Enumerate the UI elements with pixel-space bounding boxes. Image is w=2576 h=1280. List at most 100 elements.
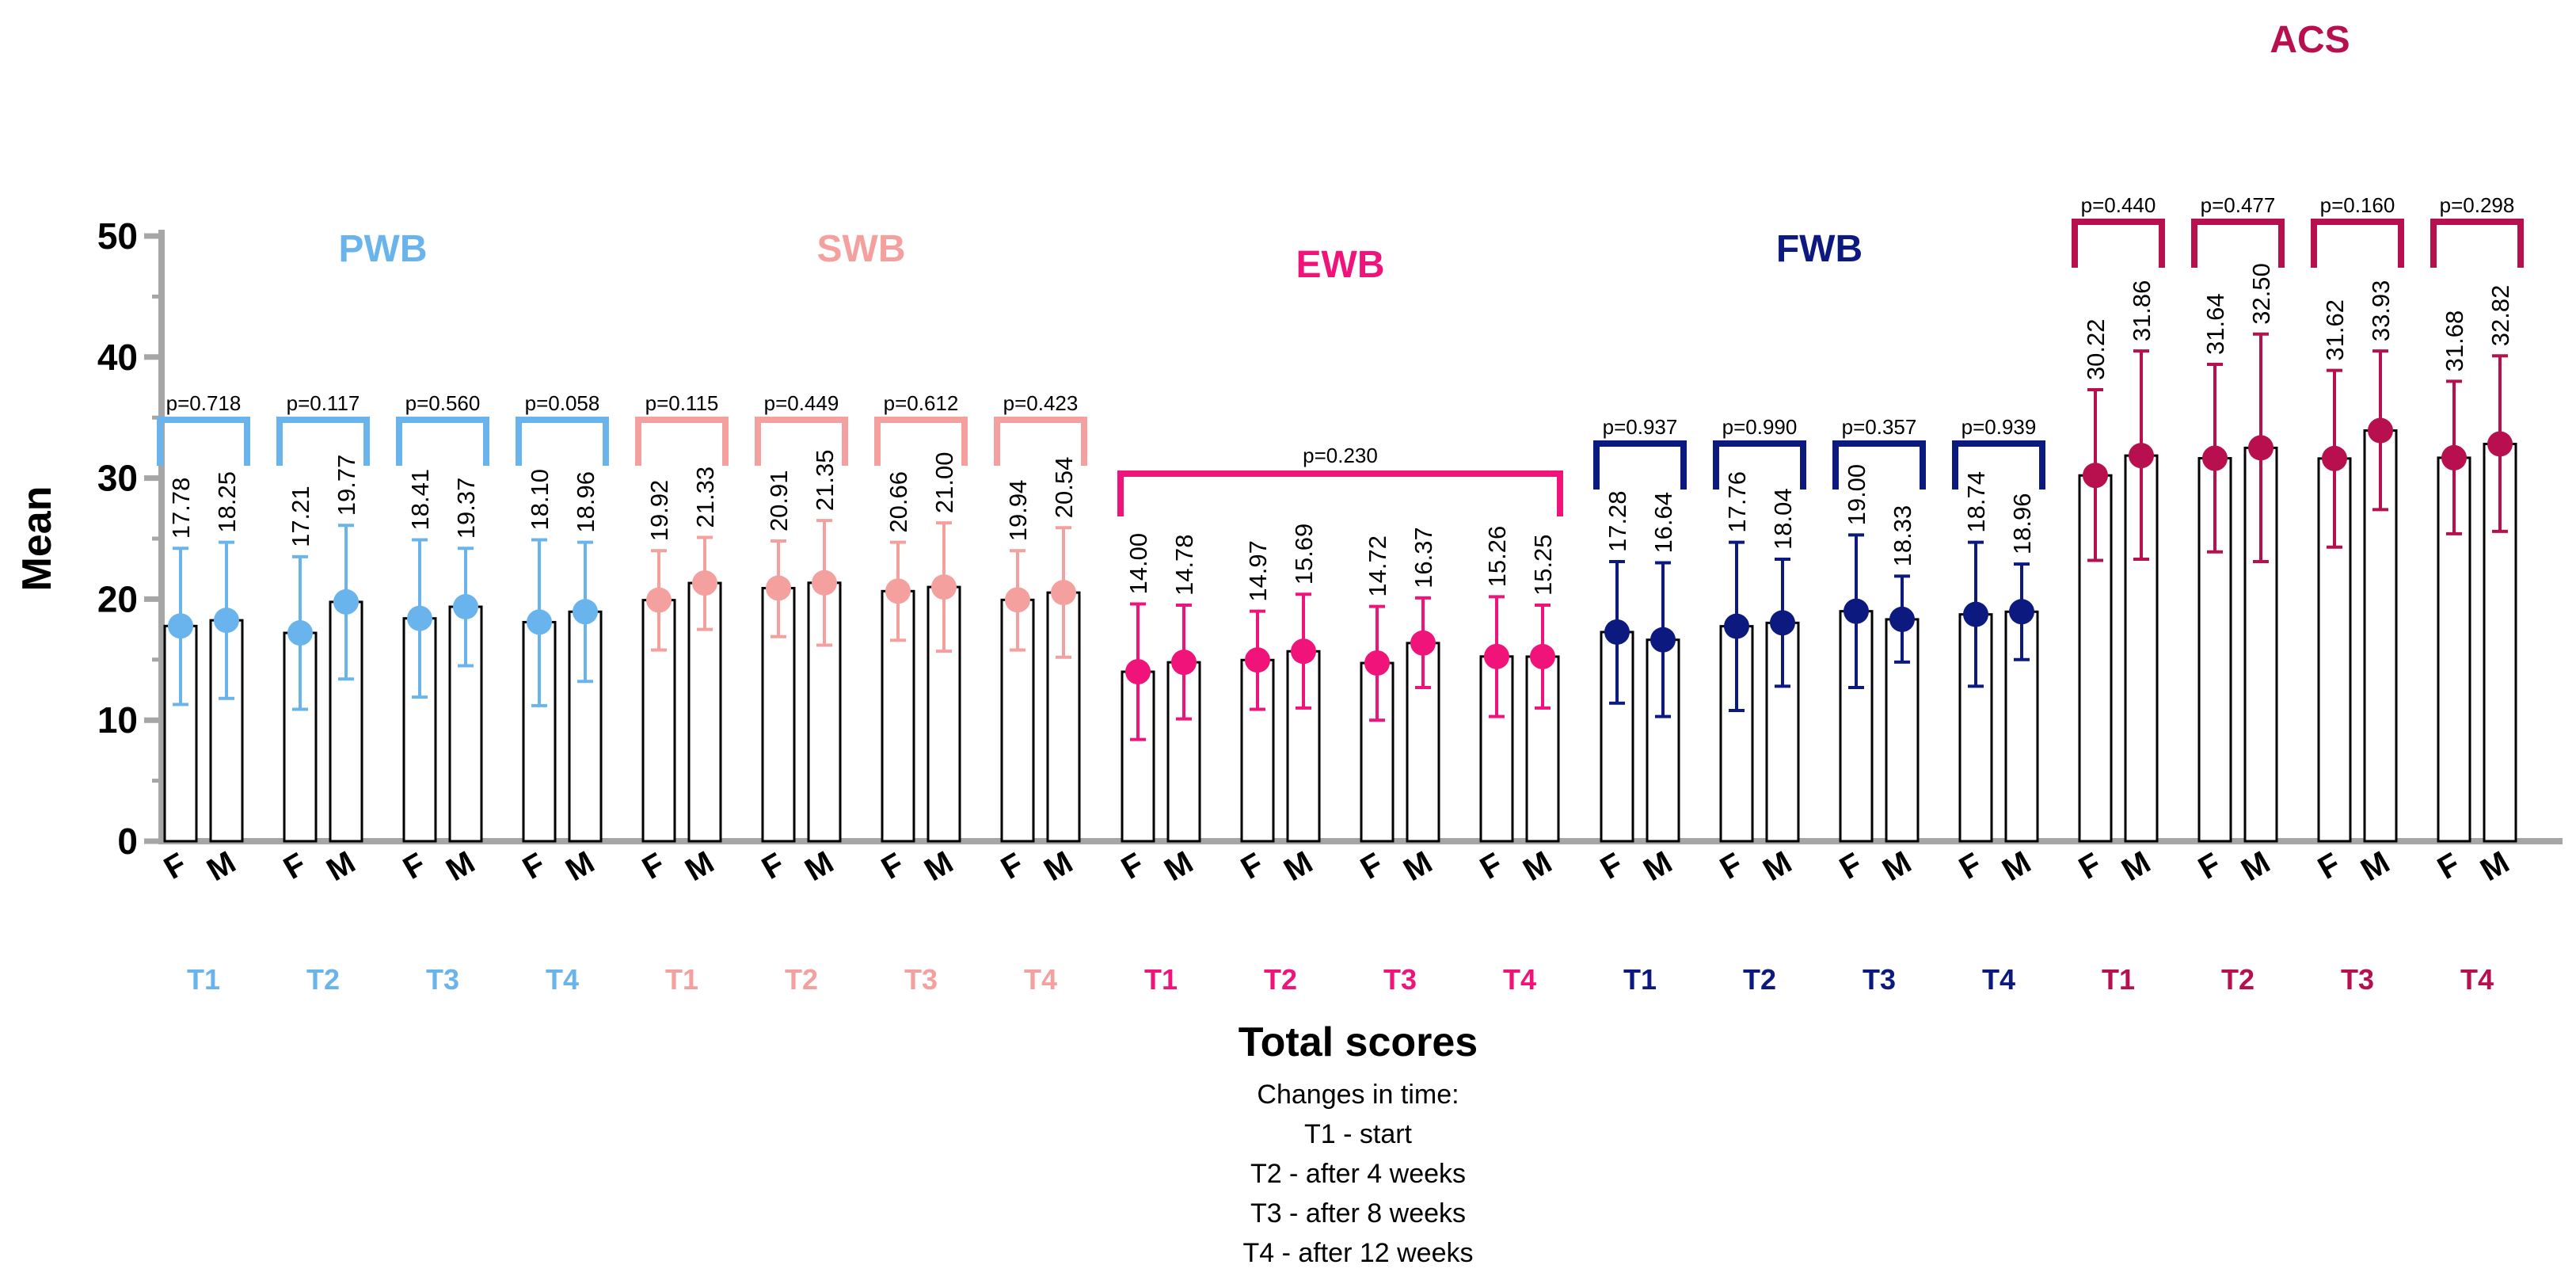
- value-label-SWB-T3-F: 20.66: [885, 471, 912, 533]
- sex-label-F: F: [637, 847, 671, 886]
- point-ACS-T1-F: [2083, 463, 2108, 489]
- sex-label-F: F: [1714, 847, 1748, 886]
- sex-label-M: M: [1038, 844, 1079, 888]
- x-note-line: T2 - after 4 weeks: [1250, 1159, 1466, 1189]
- point-ACS-T3-F: [2322, 445, 2347, 471]
- bracket-SWB-T4: [994, 417, 1087, 466]
- point-ACS-T2-F: [2202, 445, 2228, 471]
- bracket-PWB-T3: [396, 417, 489, 466]
- bracket-PWB-T2: [276, 417, 370, 466]
- point-FWB-T2-M: [1770, 610, 1795, 636]
- sex-label-M: M: [440, 844, 481, 888]
- p-value-SWB-T1: p=0.115: [645, 391, 719, 415]
- time-label-FWB-T1: T1: [1623, 963, 1657, 996]
- point-SWB-T4-M: [1051, 580, 1076, 606]
- point-SWB-T4-F: [1005, 587, 1030, 613]
- value-label-FWB-T1-M: 16.64: [1649, 492, 1677, 554]
- time-label-FWB-T4: T4: [1982, 963, 2015, 996]
- value-label-EWB-T4-M: 15.25: [1529, 534, 1557, 596]
- value-label-FWB-T2-M: 18.04: [1769, 488, 1797, 550]
- sex-label-M: M: [201, 844, 242, 888]
- value-label-PWB-T3-F: 18.41: [406, 469, 434, 531]
- point-ACS-T4-M: [2487, 431, 2513, 457]
- sex-label-M: M: [1398, 844, 1438, 888]
- value-label-PWB-T3-M: 19.37: [452, 478, 480, 539]
- value-label-SWB-T2-M: 21.35: [811, 450, 839, 512]
- point-SWB-T1-M: [692, 570, 717, 596]
- sex-label-F: F: [1595, 847, 1629, 886]
- bracket-PWB-T4: [516, 417, 609, 466]
- x-note-line: Changes in time:: [1257, 1080, 1459, 1110]
- time-label-ACS-T4: T4: [2460, 963, 2494, 996]
- sex-label-M: M: [2355, 844, 2395, 888]
- time-label-PWB-T1: T1: [187, 963, 220, 996]
- sex-label-M: M: [1638, 844, 1678, 888]
- x-axis-title: Total scores: [1239, 1019, 1478, 1065]
- value-label-PWB-T2-F: 17.21: [287, 486, 314, 547]
- sex-label-F: F: [1954, 847, 1988, 886]
- bracket-ACS-T4: [2430, 219, 2524, 268]
- sex-label-M: M: [1996, 844, 2037, 888]
- value-label-EWB-T3-M: 16.37: [1410, 527, 1437, 589]
- group-label-EWB: EWB: [1296, 244, 1385, 286]
- time-label-PWB-T4: T4: [546, 963, 579, 996]
- sex-label-F: F: [1235, 847, 1269, 886]
- sex-label-F: F: [2073, 847, 2107, 886]
- value-label-ACS-T3-M: 33.93: [2367, 280, 2395, 342]
- point-EWB-T1-M: [1171, 650, 1197, 676]
- value-label-FWB-T4-F: 18.74: [1962, 471, 1990, 533]
- time-label-SWB-T2: T2: [785, 963, 818, 996]
- y-tick-label: 0: [117, 821, 138, 862]
- value-label-PWB-T1-M: 18.25: [213, 471, 241, 533]
- sex-label-F: F: [1834, 847, 1868, 886]
- point-SWB-T1-F: [646, 587, 672, 613]
- value-label-PWB-T1-F: 17.78: [167, 478, 195, 539]
- point-EWB-T4-M: [1530, 643, 1555, 669]
- p-value-SWB-T3: p=0.612: [884, 391, 959, 415]
- time-label-SWB-T3: T3: [904, 963, 938, 996]
- sex-label-M: M: [2475, 844, 2515, 888]
- bracket-PWB-T1: [157, 417, 250, 466]
- point-EWB-T1-F: [1125, 659, 1151, 685]
- p-value-FWB-T2: p=0.990: [1722, 415, 1798, 439]
- value-label-SWB-T4-M: 20.54: [1050, 457, 1078, 519]
- sex-label-M: M: [1159, 844, 1199, 888]
- p-value-ACS-T3: p=0.160: [2320, 193, 2395, 217]
- point-ACS-T3-M: [2368, 417, 2393, 444]
- p-value-PWB-T3: p=0.560: [405, 391, 481, 415]
- point-SWB-T2-F: [766, 575, 791, 601]
- value-label-EWB-T1-F: 14.00: [1124, 533, 1152, 595]
- value-label-SWB-T4-F: 19.94: [1004, 480, 1032, 542]
- bar-SWB-T1-M: [687, 581, 722, 843]
- value-label-PWB-T4-F: 18.10: [526, 469, 554, 531]
- group-label-SWB: SWB: [817, 228, 906, 270]
- p-value-FWB-T1: p=0.937: [1603, 415, 1678, 439]
- point-EWB-T4-F: [1484, 643, 1509, 669]
- time-label-EWB-T4: T4: [1503, 963, 1536, 996]
- point-FWB-T3-M: [1889, 606, 1915, 632]
- value-label-FWB-T4-M: 18.96: [2008, 493, 2036, 555]
- p-value-EWB: p=0.230: [1303, 444, 1378, 467]
- bracket-SWB-T1: [635, 417, 729, 466]
- sex-label-F: F: [517, 847, 551, 886]
- sex-label-M: M: [321, 844, 361, 888]
- time-label-FWB-T3: T3: [1863, 963, 1896, 996]
- point-PWB-T2-F: [287, 620, 313, 646]
- group-label-FWB: FWB: [1776, 228, 1863, 270]
- bracket-SWB-T2: [755, 417, 848, 466]
- bar-SWB-T3-M: [927, 585, 961, 843]
- point-FWB-T2-F: [1724, 613, 1749, 639]
- value-label-EWB-T1-M: 14.78: [1170, 534, 1198, 596]
- value-label-ACS-T3-F: 31.62: [2321, 299, 2349, 361]
- point-PWB-T3-F: [407, 605, 432, 631]
- p-value-PWB-T1: p=0.718: [166, 391, 242, 415]
- time-label-EWB-T1: T1: [1144, 963, 1178, 996]
- bracket-EWB: [1117, 470, 1563, 516]
- sex-label-M: M: [2235, 844, 2276, 888]
- point-ACS-T4-F: [2441, 444, 2467, 470]
- y-tick-label: 40: [97, 337, 138, 378]
- bracket-SWB-T3: [874, 417, 968, 466]
- value-label-FWB-T2-F: 17.76: [1723, 471, 1751, 533]
- point-PWB-T4-M: [573, 599, 598, 625]
- y-tick-label: 50: [97, 215, 138, 257]
